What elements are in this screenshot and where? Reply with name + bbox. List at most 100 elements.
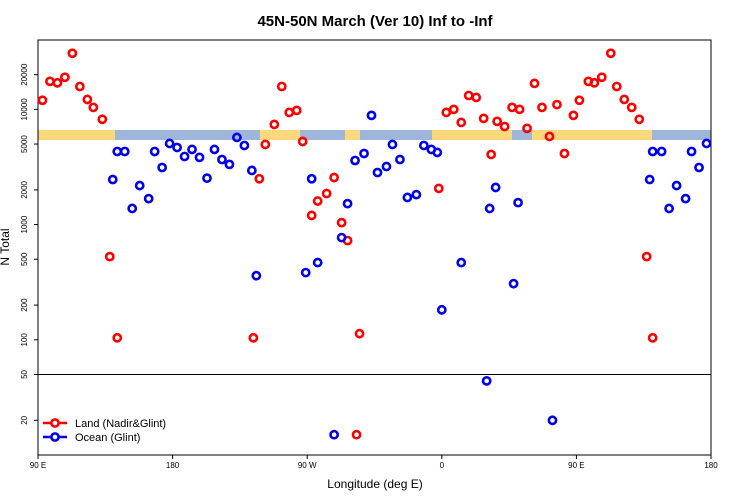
point (104, 251, 115, 262)
point (680, 193, 691, 204)
x-tick-label: 90 E (30, 461, 46, 470)
point (514, 104, 525, 115)
point (45, 76, 55, 87)
point (119, 146, 130, 157)
point (647, 332, 658, 343)
point (209, 144, 220, 155)
point (143, 193, 154, 204)
point (432, 147, 443, 158)
y-tick-label: 20000 (20, 63, 29, 86)
point (366, 110, 377, 121)
point (291, 105, 302, 116)
point (664, 203, 675, 214)
point (297, 136, 308, 147)
point (202, 173, 212, 184)
point (471, 92, 482, 103)
x-tick-label: 180 (704, 461, 718, 470)
point (619, 94, 630, 105)
point (387, 139, 398, 150)
point (312, 257, 323, 268)
point (547, 415, 558, 426)
point (300, 267, 311, 278)
y-axis-label: N Total (0, 228, 12, 265)
point (448, 104, 459, 115)
point (478, 113, 489, 124)
point (522, 123, 532, 134)
point (484, 203, 495, 214)
point (605, 48, 616, 59)
point (499, 121, 510, 132)
point (224, 159, 235, 170)
y-tick-label: 1000 (20, 215, 29, 233)
point (574, 95, 585, 106)
point (239, 140, 250, 151)
point (112, 332, 123, 343)
point (481, 375, 492, 386)
point (513, 197, 523, 208)
point (284, 107, 295, 118)
point (82, 94, 93, 105)
chart-title: 45N-50N March (Ver 10) Inf to -Inf (257, 13, 493, 30)
point (67, 48, 78, 59)
point (254, 173, 265, 184)
point (418, 140, 429, 151)
x-tick-label: 90 W (298, 461, 317, 470)
point (552, 99, 562, 110)
point (611, 81, 622, 92)
legend-label: Land (Nadir&Glint) (75, 418, 166, 430)
point (52, 77, 63, 88)
point (329, 172, 340, 183)
point (656, 146, 667, 157)
point (187, 144, 197, 155)
point (647, 146, 658, 157)
plot-frame (37, 39, 712, 456)
point (641, 251, 652, 262)
point (276, 81, 287, 92)
point (537, 102, 547, 113)
point (336, 217, 347, 228)
point (372, 167, 383, 178)
point (486, 149, 497, 160)
point (112, 146, 123, 157)
legend-marker (50, 418, 60, 428)
point (342, 198, 353, 209)
point (149, 146, 160, 157)
point (411, 189, 422, 200)
point (433, 183, 444, 194)
x-tick-label: 180 (166, 461, 180, 470)
point (246, 165, 257, 176)
point (312, 196, 323, 206)
point (37, 95, 48, 106)
x-tick-label: 90 E (568, 461, 584, 470)
point (671, 180, 682, 191)
point (507, 102, 517, 113)
point (644, 174, 655, 185)
point (492, 116, 503, 127)
point (107, 174, 118, 185)
point (359, 148, 369, 159)
point (164, 138, 175, 149)
point (336, 232, 347, 243)
point (194, 152, 205, 163)
x-axis-label: Longitude (deg E) (327, 477, 422, 491)
y-tick-label: 20 (20, 415, 29, 424)
point (97, 114, 108, 125)
point (232, 132, 242, 143)
point (701, 138, 712, 149)
point (559, 148, 570, 159)
point (74, 81, 85, 92)
point (436, 304, 447, 315)
y-tick-label: 500 (20, 252, 29, 266)
y-tick-label: 100 (20, 333, 29, 347)
point (395, 154, 405, 165)
surface-band (38, 130, 711, 140)
point (490, 182, 501, 193)
point (463, 90, 474, 101)
point (381, 161, 392, 172)
point (306, 173, 317, 184)
point (568, 110, 579, 121)
legend-marker (50, 432, 60, 442)
point (260, 139, 271, 150)
point (441, 107, 452, 118)
point (589, 77, 600, 88)
